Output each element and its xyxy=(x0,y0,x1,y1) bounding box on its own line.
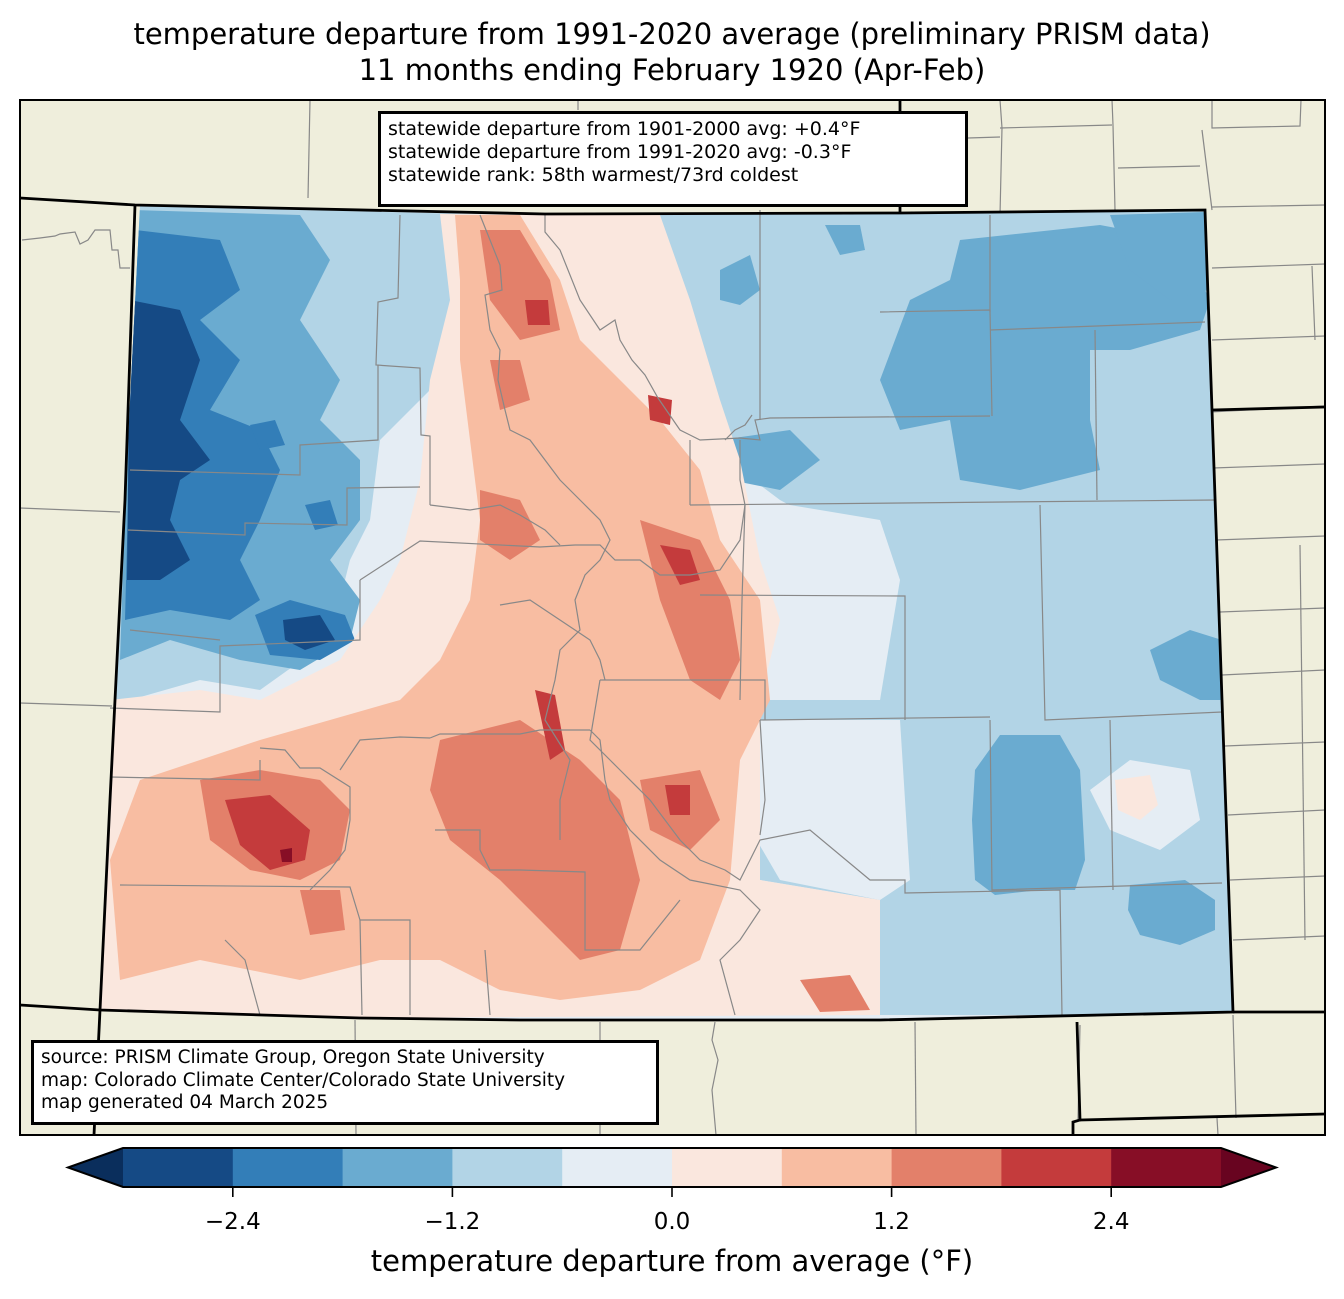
contour-north-spot xyxy=(720,255,760,305)
stat-departure-1991-2020: statewide departure from 1991-2020 avg: … xyxy=(388,141,852,163)
contour-sc-warm xyxy=(430,720,640,960)
contour-s-warm xyxy=(800,975,870,1012)
contour-ne-blue xyxy=(880,225,1210,490)
contour-ne-spot xyxy=(825,225,865,255)
colorbar-tick-label: −1.2 xyxy=(424,1209,480,1235)
colorbar-tick-label: 2.4 xyxy=(1093,1209,1130,1235)
colorbar-segment xyxy=(342,1148,453,1187)
colorbar-segment xyxy=(781,1148,893,1187)
contour-nw-spot xyxy=(305,500,338,530)
colorbar-segment xyxy=(1001,1148,1112,1187)
colorbar-segment xyxy=(891,1148,1002,1187)
map-title: temperature departure from 1991-2020 ave… xyxy=(133,17,1211,51)
contour-north-hot-2 xyxy=(648,395,672,425)
contour-nw-spot-2 xyxy=(250,420,285,450)
contour-sw-extreme xyxy=(280,848,292,862)
contour-se-warm-spot xyxy=(1115,775,1158,820)
colorbar-segment xyxy=(672,1148,783,1187)
contour-sp-hot xyxy=(665,785,690,815)
colorado-county-lines xyxy=(109,210,1223,1016)
colorbar-tick-label: −2.4 xyxy=(205,1209,261,1235)
contour-se-neutral xyxy=(740,720,910,900)
contour-north-hot xyxy=(525,300,550,325)
colorbar-tick-label: 1.2 xyxy=(873,1209,910,1235)
source-line: source: PRISM Climate Group, Oregon Stat… xyxy=(41,1047,545,1068)
colorbar-tick-label: 0.0 xyxy=(654,1209,691,1235)
map-credit-line: map: Colorado Climate Center/Colorado St… xyxy=(41,1069,566,1091)
contour-front-range-warm xyxy=(640,520,740,700)
colorbar-segment xyxy=(123,1148,234,1187)
contour-ne-blue-2 xyxy=(1110,212,1208,300)
generated-date-line: map generated 04 March 2025 xyxy=(41,1092,329,1113)
colorbar-over-arrow xyxy=(1221,1148,1276,1187)
map-frame xyxy=(19,99,1326,1136)
temperature-departure-map xyxy=(19,99,1326,1136)
contour-sw-warm-2 xyxy=(300,890,345,935)
colorbar-segment xyxy=(562,1148,673,1187)
map-subtitle: 11 months ending February 1920 (Apr-Feb) xyxy=(358,53,986,87)
colorbar-under-arrow xyxy=(68,1148,123,1187)
colorbar-segment xyxy=(232,1148,344,1187)
contour-nw-darkest-blue xyxy=(127,300,210,580)
colorbar-label: temperature departure from average (°F) xyxy=(370,1244,974,1278)
stat-rank: statewide rank: 58th warmest/73rd coldes… xyxy=(388,164,799,186)
colorbar-segment xyxy=(1111,1148,1222,1187)
contour-upper-ark-hot xyxy=(535,690,565,760)
contour-se-blue-3 xyxy=(1128,880,1215,945)
stat-departure-1901-2000: statewide departure from 1901-2000 avg: … xyxy=(388,118,861,140)
contour-north-warm-2 xyxy=(490,360,530,410)
source-credits-box: source: PRISM Climate Group, Oregon Stat… xyxy=(31,1040,659,1125)
contour-central-warm-2 xyxy=(480,490,540,560)
contour-denver-blue xyxy=(720,430,820,490)
colorbar-outline xyxy=(65,1147,1279,1188)
contour-se-blue-2 xyxy=(1150,630,1226,700)
statewide-stats-box: statewide departure from 1901-2000 avg: … xyxy=(378,111,968,207)
colorado-departure-field xyxy=(100,206,1233,1020)
colorbar-segment xyxy=(452,1148,563,1187)
contour-se-blue xyxy=(972,735,1085,895)
contour-east-neutral xyxy=(740,500,900,700)
